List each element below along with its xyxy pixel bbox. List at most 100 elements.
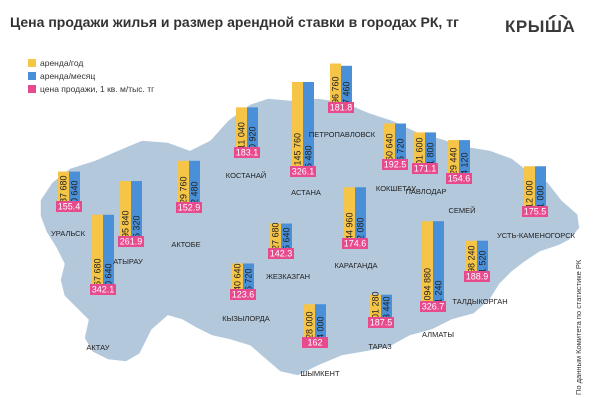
roof-icon: [548, 15, 568, 20]
bar-monthly-rent: [69, 171, 80, 212]
city-name: УСТЬ-КАМЕНОГОРСК: [497, 231, 576, 240]
city-name: АТЫРАУ: [113, 257, 143, 266]
legend-label-annual: аренда/год: [40, 58, 84, 68]
bar-monthly-rent: [477, 240, 488, 282]
price-badge: [328, 102, 354, 113]
city-name: УРАЛЬСК: [51, 229, 86, 238]
bar-monthly-rent: [243, 263, 254, 300]
label-price-per-sqm: 326.1: [292, 167, 315, 177]
bar-monthly-rent: [281, 223, 292, 259]
city-name: ШЫМКЕНТ: [300, 369, 340, 378]
label-price-per-sqm: 171.1: [414, 164, 437, 174]
legend-label-price: цена продажи, 1 кв. м/тыс. тг: [40, 84, 155, 94]
bar-monthly-rent: [535, 166, 546, 217]
legend-swatch-monthly: [28, 72, 36, 80]
bar-annual-rent: [292, 82, 303, 177]
label-monthly-rent: 46 720: [396, 138, 406, 166]
price-badge: [368, 317, 394, 328]
bar-annual-rent: [384, 123, 395, 170]
bar-monthly-rent: [459, 140, 470, 184]
label-price-per-sqm: 342.1: [92, 285, 115, 295]
label-annual-rent: 440 640: [233, 263, 243, 296]
label-price-per-sqm: 152.9: [178, 203, 201, 213]
label-price-per-sqm: 174.6: [344, 239, 367, 249]
label-annual-rent: 744 960: [345, 212, 355, 245]
label-monthly-rent: 33 440: [382, 296, 392, 324]
price-badge: [342, 238, 368, 249]
city-name: ТАЛДЫКОРГАН: [452, 297, 507, 306]
price-badge: [234, 147, 260, 158]
bar-annual-rent: [448, 140, 459, 184]
price-badge: [412, 163, 438, 174]
label-annual-rent: 427 680: [271, 222, 281, 255]
label-annual-rent: 611 040: [237, 122, 247, 154]
bar-annual-rent: [92, 214, 103, 295]
label-monthly-rent: 40 640: [70, 180, 80, 208]
price-badge: [118, 236, 144, 247]
price-badge: [56, 201, 82, 212]
bar-annual-rent: [466, 240, 477, 282]
city-name: КОСТАНАЙ: [226, 171, 266, 180]
label-annual-rent: 498 240: [467, 245, 477, 278]
bar-annual-rent: [120, 181, 131, 247]
label-monthly-rent: 52 480: [190, 181, 200, 209]
bar-monthly-rent: [247, 107, 258, 158]
source-note: По данным Комитета по статистике РК: [574, 259, 583, 395]
city-name: КОКШЕТАУ: [376, 184, 416, 193]
bar-annual-rent: [236, 107, 247, 158]
logo-text: КРЫША: [505, 17, 576, 36]
bar-annual-rent: [58, 171, 69, 212]
label-monthly-rent: 41 520: [478, 250, 488, 278]
bar-monthly-rent: [303, 82, 314, 177]
bar-monthly-rent: [395, 123, 406, 170]
city-name: КАРАГАНДА: [335, 261, 378, 270]
bar-monthly-rent: [189, 160, 200, 213]
bar-annual-rent: [344, 187, 355, 249]
label-annual-rent: 560 640: [385, 133, 395, 166]
bar-annual-rent: [370, 294, 381, 328]
label-price-per-sqm: 187.5: [370, 318, 393, 328]
bar-annual-rent: [304, 304, 315, 348]
label-annual-rent: 629 760: [179, 176, 189, 209]
legend-swatch-price: [28, 85, 36, 93]
label-price-per-sqm: 181.8: [330, 103, 353, 113]
bar-annual-rent: [232, 263, 243, 300]
bar-monthly-rent: [315, 304, 326, 348]
price-badge: [268, 248, 294, 259]
label-monthly-rent: 41 800: [426, 142, 436, 170]
label-price-per-sqm: 142.3: [270, 249, 293, 259]
bar-monthly-rent: [433, 221, 444, 312]
bar-annual-rent: [330, 63, 341, 113]
price-badge: [176, 202, 202, 213]
label-monthly-rent: 44 000: [316, 316, 326, 344]
price-badge: [90, 284, 116, 295]
label-annual-rent: 1 094 880: [423, 268, 433, 308]
price-badge: [446, 173, 472, 184]
label-price-per-sqm: 123.6: [232, 290, 255, 300]
label-annual-rent: 612 000: [525, 180, 535, 213]
label-monthly-rent: 44 120: [460, 152, 470, 180]
bar-monthly-rent: [341, 65, 352, 113]
label-annual-rent: 596 760: [331, 76, 341, 109]
price-badge: [420, 301, 446, 312]
price-badge: [382, 159, 408, 170]
krysha-logo: КРЫША: [505, 15, 583, 37]
bar-annual-rent: [414, 132, 425, 174]
chart-title: Цена продажи жилья и размер арендной ста…: [10, 14, 459, 30]
label-monthly-rent: 47 460: [342, 81, 352, 109]
label-monthly-rent: 66 320: [132, 215, 142, 243]
label-price-per-sqm: 155.4: [58, 202, 81, 212]
label-price-per-sqm: 154.6: [448, 174, 471, 184]
